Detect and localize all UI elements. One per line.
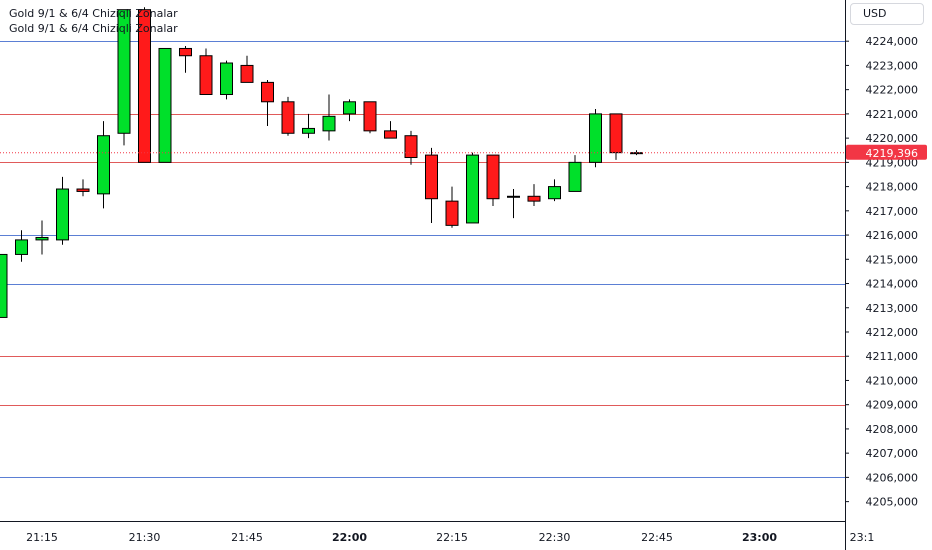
candle-body[interactable] [138,9,151,163]
price-tick-label: 4221,000 [866,108,919,121]
candle-body[interactable] [322,115,336,132]
candle-body[interactable] [486,154,500,200]
time-tick-label: 23:00 [742,531,777,544]
price-tick-label: 4224,000 [866,35,919,48]
price-tick-label: 4218,000 [866,181,919,194]
candle-body[interactable] [302,127,315,134]
price-tick-label: 4216,000 [866,229,919,242]
price-tick-label: 4207,000 [866,447,919,460]
candle-body[interactable] [199,55,213,96]
price-tick-label: 4223,000 [866,59,919,72]
candle-body[interactable] [179,47,192,57]
price-tick-label: 4212,000 [866,326,919,339]
time-tick-label: 21:15 [26,531,58,544]
candle-body[interactable] [425,154,438,200]
candle-body[interactable] [97,135,110,195]
price-tick-label: 4206,000 [866,471,919,484]
price-tick-label: 4217,000 [866,205,919,218]
candle-body[interactable] [261,81,274,103]
price-tick-label: 4208,000 [866,423,919,436]
candle-body[interactable] [240,64,254,83]
price-tick-label: 4211,000 [866,350,919,363]
time-tick-label: 23:1 [850,531,875,544]
time-tick-label: 22:15 [436,531,468,544]
currency-button[interactable]: USD [850,3,924,25]
candle-body[interactable] [76,188,90,192]
time-tick-label: 22:00 [332,531,367,544]
candle-body[interactable] [548,186,561,200]
time-tick-label: 21:45 [231,531,263,544]
candle-body[interactable] [568,161,582,192]
candle-body[interactable] [15,239,28,255]
time-tick-label: 21:30 [129,531,161,544]
price-tick-label: 4205,000 [866,496,919,509]
time-tick-label: 22:45 [641,531,673,544]
candle-body[interactable] [220,62,233,96]
price-tick-label: 4220,000 [866,132,919,145]
candle-body[interactable] [363,101,377,132]
candle-body[interactable] [507,195,520,198]
price-tick-label: 4215,000 [866,253,919,266]
candle-body[interactable] [117,9,131,134]
candle-body[interactable] [609,113,623,154]
price-tick-label: 4210,000 [866,374,919,387]
candle-body[interactable] [404,135,418,159]
price-tick-label: 4214,000 [866,278,919,291]
candle-body[interactable] [589,113,602,163]
price-tick-label: 4213,000 [866,302,919,315]
candle-body[interactable] [56,188,69,241]
time-tick-label: 22:30 [539,531,571,544]
candle-body[interactable] [35,236,49,241]
candle-body[interactable] [281,101,295,134]
price-tick-label: 4222,000 [866,84,919,97]
last-price-tag-label: 4219,396 [866,147,919,160]
candle-body[interactable] [158,47,172,163]
candle-body[interactable] [343,101,356,115]
last-price-tag [846,144,927,160]
price-tick-label: 4209,000 [866,399,919,412]
candle-body[interactable] [0,253,8,318]
candle-body[interactable] [445,200,459,226]
candle-body[interactable] [384,130,397,139]
candle-body[interactable] [466,154,479,224]
candle-body[interactable] [527,195,541,202]
